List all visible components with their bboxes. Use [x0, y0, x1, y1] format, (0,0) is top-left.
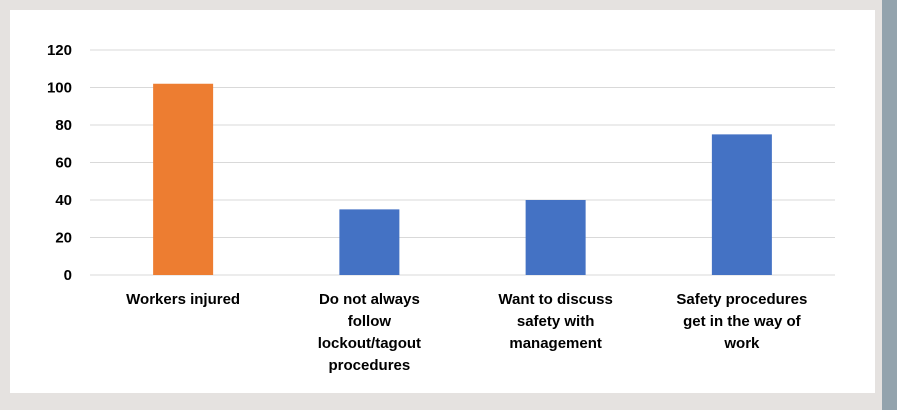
y-tick-label: 120 — [47, 42, 72, 59]
y-axis-tick-labels: 0 20 40 60 80 100 120 — [47, 42, 72, 284]
x-axis-category-labels: Workers injured Do not always follow lockou… — [126, 291, 807, 374]
category-label: Workers injured — [126, 291, 240, 308]
category-label-line: Workers injured — [126, 291, 240, 308]
category-label: Want to discuss safety with management — [498, 291, 612, 352]
category-label-line: Want to discuss — [498, 291, 612, 308]
bar-2 — [525, 200, 586, 275]
gridlines — [90, 49, 835, 276]
y-tick-label: 80 — [55, 117, 72, 134]
bar-0 — [153, 83, 214, 275]
y-tick-label: 100 — [47, 80, 72, 97]
y-tick-label: 40 — [55, 192, 72, 209]
category-label-line: lockout/tagout — [318, 335, 421, 352]
category-label: Do not always follow lockout/tagout procedu… — [318, 291, 421, 374]
category-label-line: work — [723, 335, 760, 352]
side-accent-bar — [882, 0, 897, 410]
y-tick-label: 60 — [55, 155, 72, 172]
category-label-line: Safety procedures — [676, 291, 807, 308]
category-label-line: management — [509, 335, 602, 352]
bars — [153, 83, 772, 275]
category-label-line: safety with — [517, 313, 595, 330]
category-label: Safety procedures get in the way of work — [676, 291, 807, 352]
bar-1 — [339, 209, 400, 275]
y-tick-label: 20 — [55, 230, 72, 247]
category-label-line: procedures — [329, 357, 411, 374]
category-label-line: Do not always — [319, 291, 420, 308]
y-tick-label: 0 — [64, 267, 72, 284]
category-label-line: get in the way of — [683, 313, 802, 330]
bar-3 — [711, 134, 772, 275]
category-label-line: follow — [348, 313, 392, 330]
